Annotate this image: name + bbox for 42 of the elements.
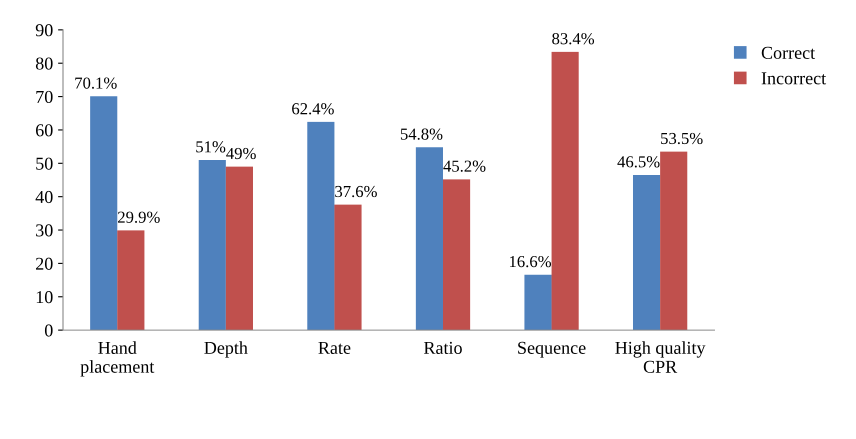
x-tick-label: Rate	[318, 342, 350, 354]
bar	[660, 152, 688, 330]
bar	[117, 230, 144, 330]
x-tick-label: Hand placement	[80, 341, 154, 376]
y-tick-label: 20	[36, 258, 53, 270]
y-tick-label: 10	[36, 291, 53, 304]
y-tick-label: 90	[36, 24, 53, 36]
bar	[524, 274, 552, 330]
bar	[442, 179, 470, 330]
y-tick-label: 30	[36, 224, 53, 236]
data-label: 45.2%	[443, 160, 486, 172]
data-label: 37.6%	[335, 186, 377, 198]
data-label: 49%	[226, 148, 256, 160]
bar	[334, 204, 362, 330]
y-tick-label: 40	[36, 190, 53, 204]
y-tick-label: 60	[36, 124, 53, 136]
data-label: 62.4%	[292, 103, 334, 114]
y-tick-label: 80	[36, 57, 53, 70]
data-label: 29.9%	[118, 212, 160, 223]
x-tick-label: Ratio	[424, 342, 462, 354]
legend-label: Correct	[762, 46, 816, 59]
y-tick-label: 50	[36, 158, 53, 170]
data-label: 83.4%	[552, 33, 594, 44]
bar	[226, 166, 253, 330]
bar	[198, 160, 226, 330]
data-label: 46.5%	[617, 156, 660, 168]
bar	[416, 147, 443, 330]
y-tick-label: 0	[44, 324, 53, 337]
data-label: 54.8%	[400, 128, 442, 140]
data-label: 16.6%	[510, 256, 551, 268]
x-tick-label: High quality CPR	[615, 341, 706, 373]
y-tick-label: 70	[36, 90, 53, 104]
bar	[632, 174, 660, 330]
data-label: 53.5%	[661, 132, 703, 144]
x-tick-label: Depth	[204, 341, 248, 358]
x-tick-label: Sequence	[518, 342, 586, 358]
bar	[552, 52, 579, 330]
bar	[307, 122, 334, 330]
data-label: 51%	[196, 141, 226, 152]
bar	[90, 96, 118, 330]
data-label: 70.1%	[75, 77, 117, 89]
legend-label: Incorrect	[762, 72, 826, 84]
